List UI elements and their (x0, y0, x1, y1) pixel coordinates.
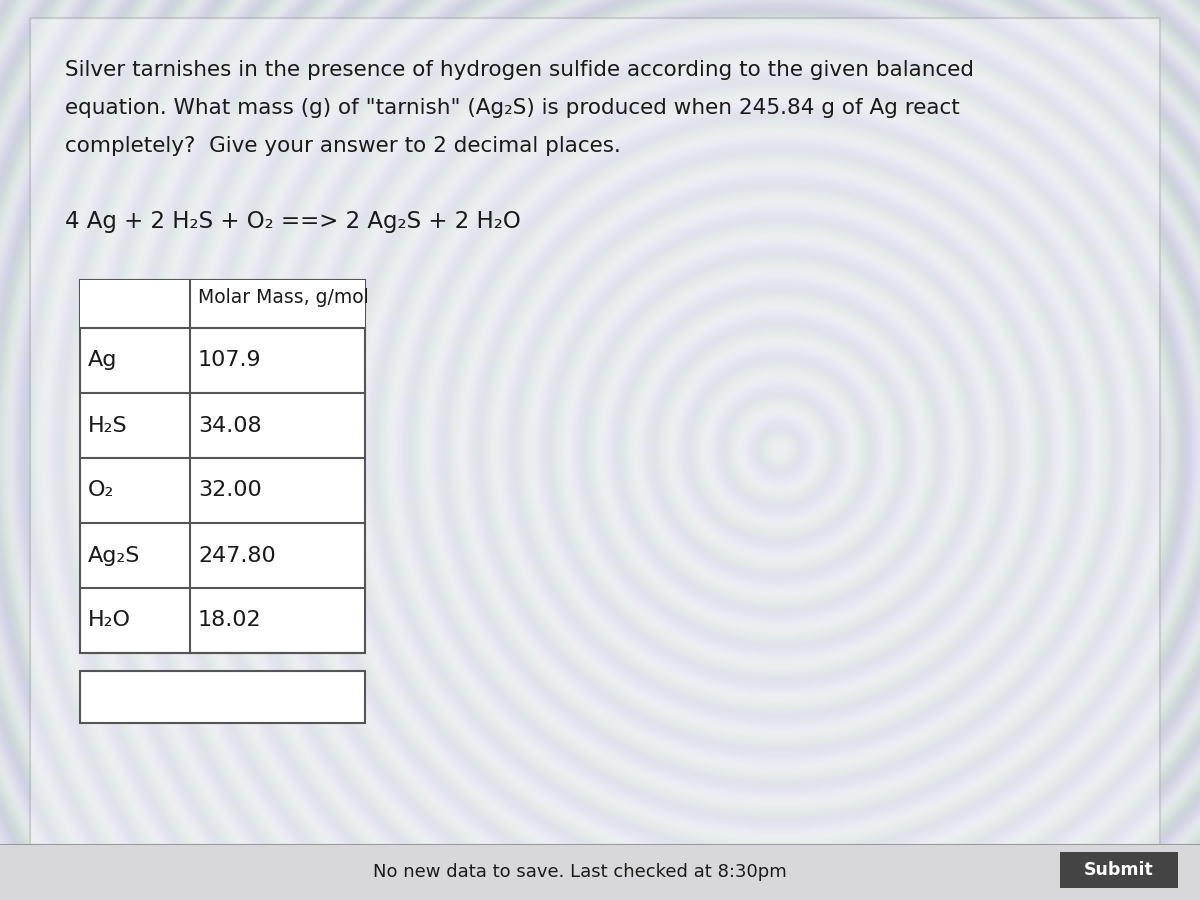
Text: 32.00: 32.00 (198, 481, 262, 500)
Bar (80, 280, 365, 653)
Bar (1060, 852, 1178, 888)
Text: O₂: O₂ (88, 481, 114, 500)
Text: 34.08: 34.08 (198, 416, 262, 436)
Text: Ag₂S: Ag₂S (88, 545, 140, 565)
Bar (80, 280, 365, 328)
Text: 107.9: 107.9 (198, 350, 262, 371)
Text: No new data to save. Last checked at 8:30pm: No new data to save. Last checked at 8:3… (373, 863, 787, 881)
Text: H₂O: H₂O (88, 610, 131, 631)
Text: Silver tarnishes in the presence of hydrogen sulfide according to the given bala: Silver tarnishes in the presence of hydr… (65, 60, 974, 80)
Text: Submit: Submit (1084, 861, 1154, 879)
Text: H₂S: H₂S (88, 416, 127, 436)
Text: 247.80: 247.80 (198, 545, 276, 565)
Text: 18.02: 18.02 (198, 610, 262, 631)
Text: completely?  Give your answer to 2 decimal places.: completely? Give your answer to 2 decima… (65, 136, 620, 156)
Bar (80, 671, 365, 723)
Bar (0, 845, 1200, 900)
Text: Ag: Ag (88, 350, 118, 371)
Text: Molar Mass, g/mol: Molar Mass, g/mol (198, 288, 368, 307)
Text: 4 Ag + 2 H₂S + O₂ ==> 2 Ag₂S + 2 H₂O: 4 Ag + 2 H₂S + O₂ ==> 2 Ag₂S + 2 H₂O (65, 210, 521, 233)
Text: equation. What mass (g) of "tarnish" (Ag₂S) is produced when 245.84 g of Ag reac: equation. What mass (g) of "tarnish" (Ag… (65, 98, 960, 118)
